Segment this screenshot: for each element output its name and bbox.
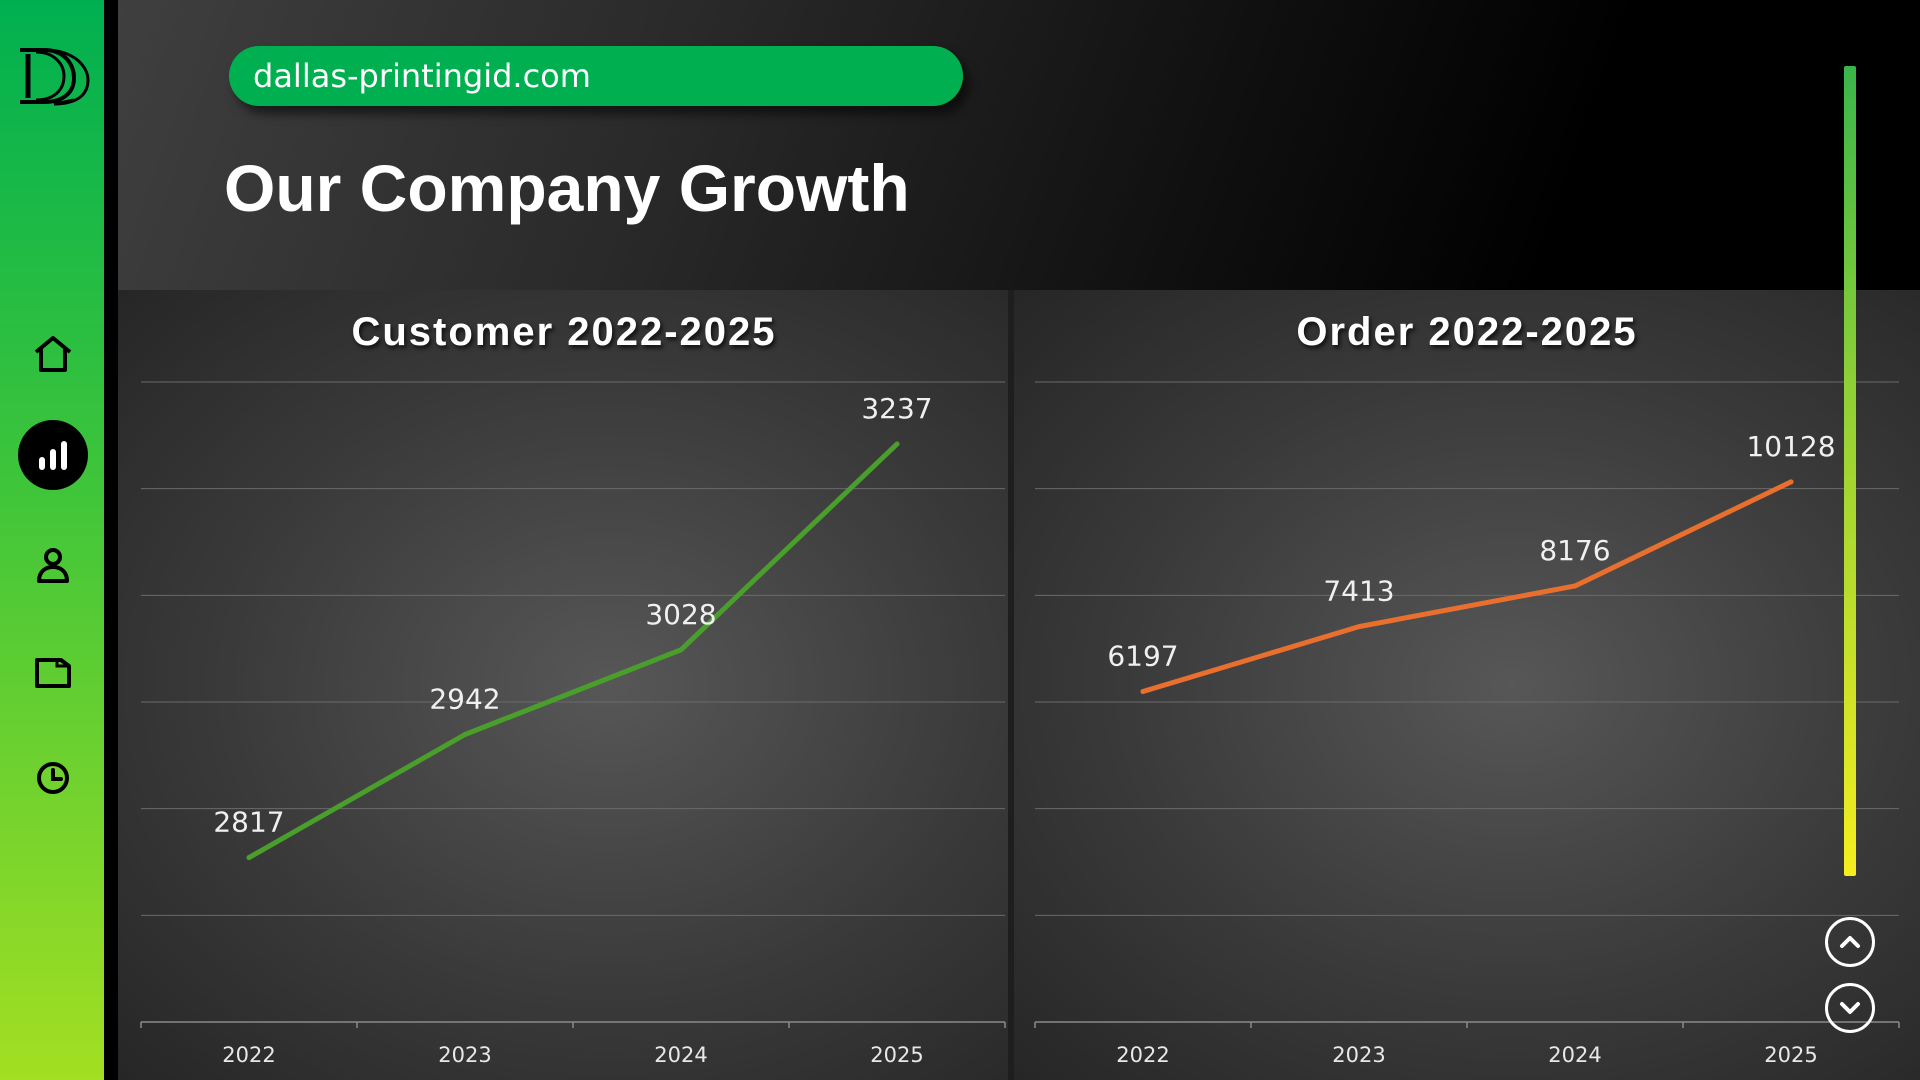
order-series-line bbox=[1140, 479, 1794, 694]
sidebar bbox=[0, 0, 104, 1080]
order-data-point[interactable] bbox=[1140, 688, 1146, 694]
customer-chart-title: Customer 2022-2025 bbox=[351, 310, 777, 354]
order-chart: 6197 2022 7413 2023 8176 2024 10128 2025 bbox=[1034, 381, 1900, 1067]
customer-data-label: 2817 bbox=[213, 806, 284, 839]
order-data-point[interactable] bbox=[1572, 583, 1578, 589]
order-data-point[interactable] bbox=[1788, 479, 1794, 485]
nav-item-profile[interactable] bbox=[18, 530, 88, 600]
order-chart-panel: Order 2022-2025 6197 2022 7413 2023 8176 2024… bbox=[1014, 290, 1920, 1080]
panel-divider bbox=[1008, 290, 1016, 1080]
nav-item-history[interactable] bbox=[18, 743, 88, 813]
customer-series-line bbox=[246, 441, 900, 861]
wallet-icon bbox=[35, 658, 71, 688]
nav-item-home[interactable] bbox=[18, 319, 88, 389]
order-data-label: 10128 bbox=[1746, 430, 1835, 463]
customer-data-label: 3237 bbox=[861, 392, 932, 425]
clock-icon bbox=[37, 762, 69, 794]
nav-item-wallet[interactable] bbox=[18, 637, 88, 707]
order-chart-title: Order 2022-2025 bbox=[1296, 310, 1638, 354]
customer-x-tick-label: 2024 bbox=[654, 1043, 707, 1067]
order-data-label: 7413 bbox=[1323, 575, 1394, 608]
order-x-tick-label: 2024 bbox=[1548, 1043, 1601, 1067]
page-title: Our Company Growth bbox=[224, 151, 910, 225]
scroll-down-button[interactable] bbox=[1825, 983, 1875, 1033]
bar-chart-icon bbox=[39, 441, 67, 470]
customer-x-tick-label: 2025 bbox=[870, 1043, 923, 1067]
order-x-tick-label: 2022 bbox=[1116, 1043, 1169, 1067]
customer-data-point[interactable] bbox=[894, 441, 900, 447]
user-icon bbox=[37, 548, 69, 583]
customer-x-tick-label: 2023 bbox=[438, 1043, 491, 1067]
order-x-tick-label: 2025 bbox=[1764, 1043, 1817, 1067]
customer-chart: 2817 2022 2942 2023 3028 2024 3237 2025 bbox=[140, 381, 1006, 1067]
order-data-label: 8176 bbox=[1539, 534, 1610, 567]
customer-data-label: 3028 bbox=[645, 598, 716, 631]
url-badge[interactable]: dallas-printingid.com bbox=[229, 46, 963, 106]
chevron-up-icon bbox=[1840, 936, 1860, 948]
order-data-label: 6197 bbox=[1107, 639, 1178, 672]
scroll-up-button[interactable] bbox=[1825, 917, 1875, 967]
company-logo[interactable] bbox=[14, 44, 90, 108]
customer-chart-panel: Customer 2022-2025 2817 2022 2942 2023 3028 2… bbox=[118, 290, 1010, 1080]
header bbox=[118, 0, 1920, 290]
customer-data-label: 2942 bbox=[429, 682, 500, 715]
order-x-tick-label: 2023 bbox=[1332, 1043, 1385, 1067]
chevron-down-icon bbox=[1840, 1002, 1860, 1014]
customer-data-point[interactable] bbox=[462, 731, 468, 737]
sidebar-edge bbox=[104, 0, 118, 1080]
customer-data-point[interactable] bbox=[678, 647, 684, 653]
scroll-progress-bar[interactable] bbox=[1844, 66, 1856, 876]
customer-data-point[interactable] bbox=[246, 855, 252, 861]
nav-item-analytics[interactable] bbox=[18, 420, 88, 490]
home-icon bbox=[34, 336, 72, 372]
order-data-point[interactable] bbox=[1356, 624, 1362, 630]
customer-x-tick-label: 2022 bbox=[222, 1043, 275, 1067]
